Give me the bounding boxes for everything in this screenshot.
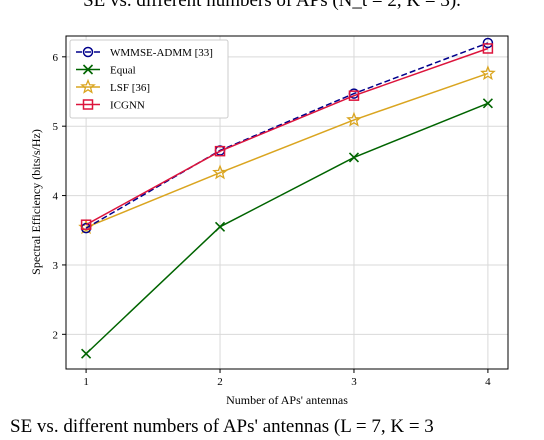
legend: WMMSE-ADMM [33] Equal LSF [36] ICGNN xyxy=(69,39,229,119)
data-point xyxy=(348,152,360,163)
series-group xyxy=(78,37,496,359)
bottom-caption: SE vs. different numbers of APs' antenna… xyxy=(10,416,434,437)
data-point xyxy=(482,43,494,54)
legend-marker xyxy=(80,78,96,94)
data-point xyxy=(482,37,494,49)
legend-marker xyxy=(82,64,94,75)
legend-label: LSF [36] xyxy=(110,82,150,94)
legend-entry: Equal xyxy=(76,64,136,77)
data-point xyxy=(214,145,226,157)
data-point xyxy=(480,65,496,81)
y-axis-label: Spectral Efficiency (bits/s/Hz) xyxy=(29,129,43,275)
data-point xyxy=(482,98,493,109)
legend-label: Equal xyxy=(110,65,136,77)
x-tick-label: 1 xyxy=(83,376,89,388)
series-line xyxy=(85,42,489,229)
axis-ticks: 1 2 3 4 2 3 4 5 6 xyxy=(53,52,492,388)
x-tick-label: 4 xyxy=(485,376,491,388)
series-line xyxy=(85,72,489,229)
legend-entry: ICGNN xyxy=(76,99,145,112)
data-point xyxy=(80,219,92,230)
top-caption: SE vs. different numbers of APs (N_t = 2… xyxy=(83,0,461,11)
y-tick-label: 5 xyxy=(53,121,59,133)
data-point xyxy=(81,348,92,359)
series-line xyxy=(85,47,489,226)
legend-label: ICGNN xyxy=(110,100,145,112)
legend-marker xyxy=(82,46,94,58)
legend-box xyxy=(69,39,229,119)
data-point xyxy=(212,164,228,180)
x-axis-label: Number of APs' antennas xyxy=(226,393,348,407)
plot-frame xyxy=(65,35,509,370)
y-tick-label: 2 xyxy=(53,329,59,341)
data-point xyxy=(346,111,362,127)
x-tick-label: 2 xyxy=(217,376,223,388)
legend-label: WMMSE-ADMM [33] xyxy=(110,47,213,59)
legend-marker xyxy=(82,99,94,110)
legend-entry: WMMSE-ADMM [33] xyxy=(76,46,213,59)
series-line xyxy=(85,102,489,355)
y-tick-label: 3 xyxy=(53,260,59,272)
y-tick-label: 4 xyxy=(53,191,59,203)
legend-entry: LSF [36] xyxy=(76,78,150,94)
x-tick-label: 3 xyxy=(351,376,357,388)
data-point xyxy=(348,90,360,101)
data-point xyxy=(214,221,226,232)
y-tick-label: 6 xyxy=(53,52,59,64)
